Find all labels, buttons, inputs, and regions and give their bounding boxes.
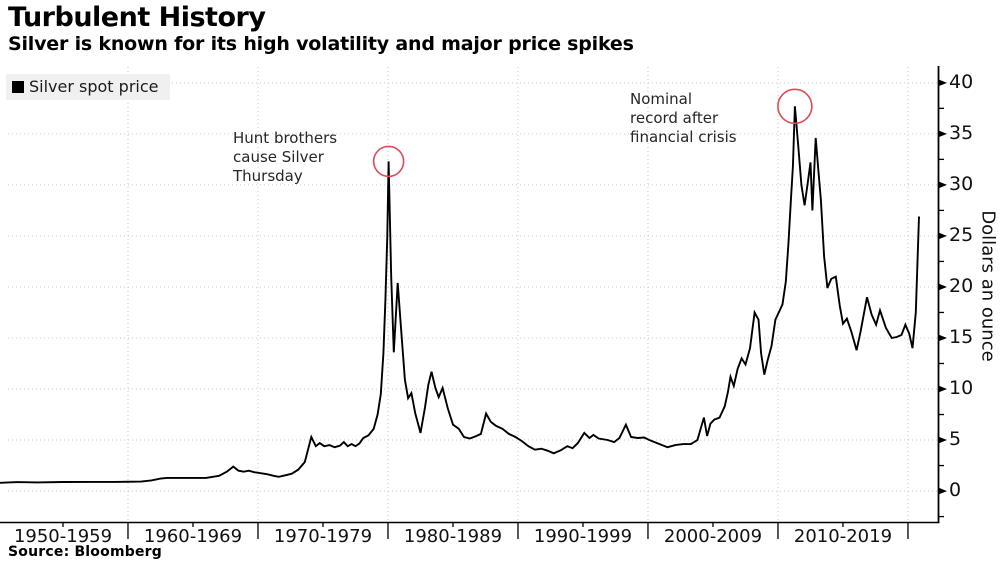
annotation-line: financial crisis	[630, 128, 737, 146]
y-tick-label: 15	[949, 325, 974, 348]
y-axis-title: Dollars an ounce	[977, 210, 999, 362]
peak-highlight-circle	[372, 145, 405, 178]
x-tick-label: 1970-1979	[273, 526, 373, 547]
y-major-tick	[939, 283, 947, 291]
y-tick-label: 40	[949, 70, 974, 93]
x-tick-label: 1960-1969	[143, 526, 243, 547]
y-major-tick	[939, 436, 947, 444]
annotation-line: Hunt brothers	[233, 129, 338, 147]
y-major-tick	[939, 334, 947, 342]
y-major-tick	[939, 385, 947, 393]
y-tick-label: 10	[949, 377, 974, 399]
annotation-line: record after	[630, 109, 719, 127]
silver-price-line	[0, 106, 920, 484]
x-tick-label: 2010-2019	[793, 526, 893, 547]
y-tick-label: 30	[949, 172, 974, 195]
source-note: Source: Bloomberg	[8, 544, 162, 560]
y-tick-label: 25	[949, 223, 974, 246]
y-tick-label: 0	[949, 479, 962, 502]
y-tick-label: 5	[949, 428, 962, 451]
page-title: Turbulent History	[8, 2, 266, 33]
chart-subtitle: Silver is known for its high volatility …	[8, 33, 634, 55]
y-major-tick	[939, 487, 947, 495]
y-tick-label: 20	[949, 274, 974, 297]
annotation-hunt-brothers: Hunt brothers cause Silver Thursday	[233, 129, 337, 186]
y-major-tick	[939, 232, 947, 240]
y-major-tick	[939, 79, 947, 87]
legend-label: Silver spot price	[29, 77, 159, 96]
x-tick-label: 2000-2009	[663, 526, 763, 547]
peak-highlight-circle	[777, 88, 813, 125]
legend: Silver spot price	[6, 74, 171, 100]
annotation-line: Thursday	[233, 167, 303, 185]
x-tick-label: 1990-1999	[533, 526, 633, 547]
annotation-nominal-record: Nominal record after financial crisis	[630, 90, 737, 147]
y-major-tick	[939, 181, 947, 189]
legend-swatch-icon	[12, 80, 24, 93]
annotation-line: Nominal	[630, 90, 693, 108]
y-major-tick	[939, 130, 947, 138]
x-tick-label: 1950-1959	[13, 526, 113, 547]
annotation-line: cause Silver	[233, 148, 324, 166]
y-tick-label: 35	[949, 121, 974, 144]
x-tick-label: 1980-1989	[403, 526, 503, 547]
